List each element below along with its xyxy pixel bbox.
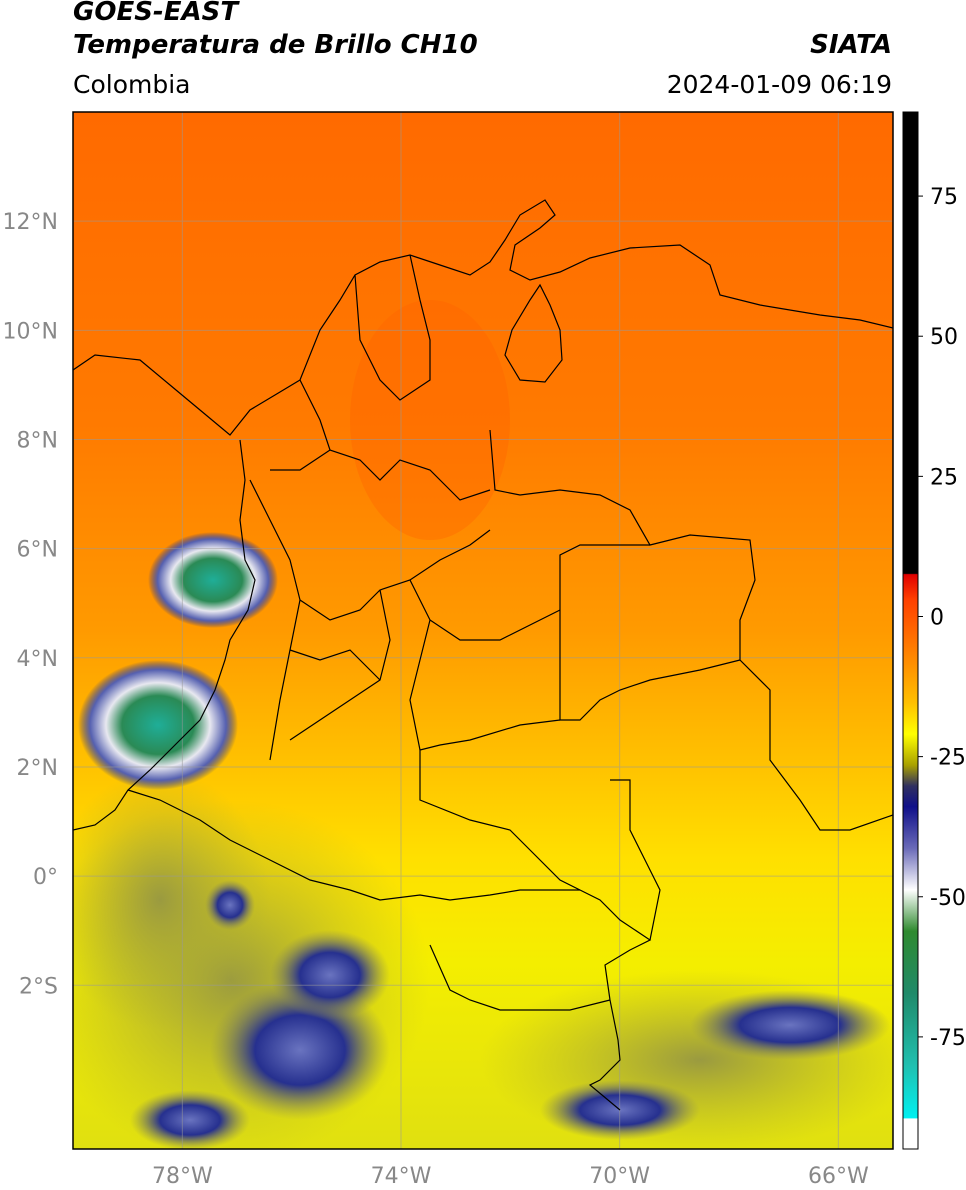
storm-cloud bbox=[148, 532, 278, 628]
colorbar-tick-label: 25 bbox=[930, 465, 958, 490]
longitude-labels: 78°W 74°W 70°W 66°W bbox=[152, 1164, 869, 1189]
department-lines bbox=[289, 529, 491, 741]
lon-tick-label: 78°W bbox=[152, 1164, 213, 1189]
lon-tick-label: 74°W bbox=[371, 1164, 432, 1189]
department-lines bbox=[270, 449, 491, 501]
cloud-area bbox=[205, 880, 255, 930]
product-title: Temperatura de Brillo CH10 bbox=[73, 30, 478, 60]
lake-maracaibo bbox=[504, 283, 563, 383]
southern-border bbox=[429, 944, 611, 1011]
latitude-labels: 12°N 10°N 8°N 6°N 4°N 2°N 0° 2°S bbox=[3, 210, 58, 999]
pacific-coast bbox=[73, 439, 256, 831]
lon-tick-label: 66°W bbox=[808, 1164, 869, 1189]
map-frame bbox=[72, 111, 894, 1150]
lat-tick-label: 8°N bbox=[17, 428, 58, 453]
colorbar-tick-label: 75 bbox=[930, 185, 958, 210]
colombia-border bbox=[489, 429, 893, 831]
lat-tick-label: 0° bbox=[33, 865, 58, 890]
department-lines bbox=[299, 254, 431, 451]
cloud-area bbox=[270, 930, 390, 1020]
department-lines bbox=[289, 649, 381, 681]
southern-border bbox=[127, 789, 580, 901]
lat-tick-label: 2°N bbox=[17, 756, 58, 781]
lat-tick-label: 12°N bbox=[3, 210, 58, 235]
cloud-area bbox=[130, 1090, 250, 1149]
lat-tick-label: 4°N bbox=[17, 647, 58, 672]
colorbar-scale bbox=[902, 111, 919, 1150]
warm-area bbox=[350, 300, 510, 540]
colorbar-tick-label: 50 bbox=[930, 325, 958, 350]
cloud-area bbox=[690, 990, 890, 1060]
department-lines bbox=[409, 579, 561, 751]
lat-tick-label: 2°S bbox=[19, 974, 58, 999]
lon-tick-label: 70°W bbox=[589, 1164, 650, 1189]
colombia-border bbox=[419, 719, 652, 1111]
borders bbox=[73, 199, 893, 1111]
colorbar-tick-label: -75 bbox=[930, 1026, 966, 1051]
coastline bbox=[73, 199, 893, 436]
lat-tick-label: 6°N bbox=[17, 538, 58, 563]
cloud-area bbox=[73, 770, 270, 1030]
satellite-title: GOES-EAST bbox=[73, 0, 239, 27]
colombia-border bbox=[559, 544, 741, 721]
datetime-label: 2024-01-09 06:19 bbox=[666, 70, 892, 99]
region-label: Colombia bbox=[73, 70, 191, 99]
storm-cloud bbox=[78, 660, 238, 790]
lat-tick-label: 10°N bbox=[3, 319, 58, 344]
colombia-border bbox=[610, 779, 661, 941]
colorbar-tick-label: -25 bbox=[930, 746, 966, 771]
colorbar-tick-label: -50 bbox=[930, 886, 966, 911]
graticule bbox=[73, 112, 893, 1149]
colorbar-tick-label: 0 bbox=[930, 605, 944, 630]
source-label: SIATA bbox=[810, 30, 892, 60]
colorbar-ticks: 75 50 25 0 -25 -50 -75 bbox=[918, 185, 966, 1051]
